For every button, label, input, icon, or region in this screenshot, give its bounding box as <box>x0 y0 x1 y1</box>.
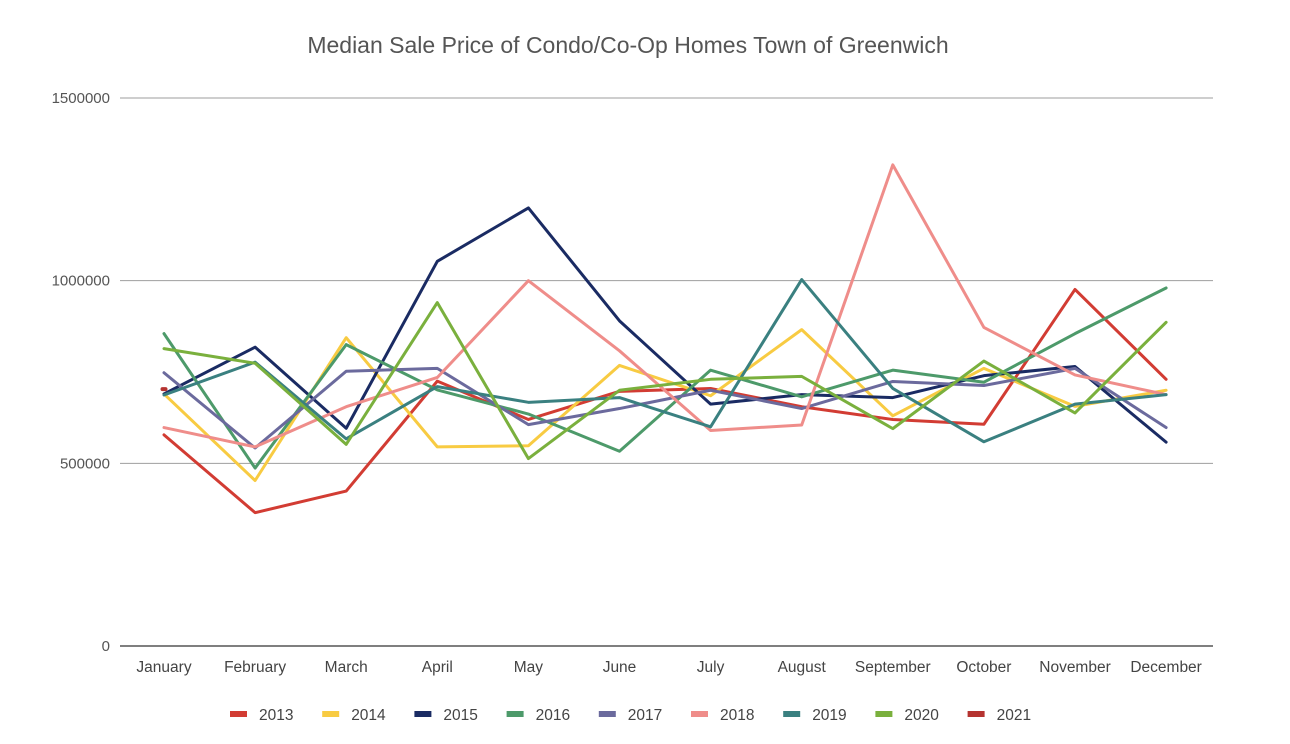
legend-label-2019: 2019 <box>812 707 846 724</box>
series-line-2018 <box>162 163 1168 449</box>
legend-swatch-2014 <box>322 711 340 717</box>
legend-swatch-2019 <box>783 711 801 717</box>
x-tick-label: October <box>956 659 1011 676</box>
gridlines <box>120 97 1213 647</box>
legend-label-2013: 2013 <box>259 707 293 724</box>
series-line-2020 <box>162 301 1168 461</box>
legend: 2013 2014 2015 2016 2017 2018 2019 2020 2021 <box>230 707 1031 724</box>
x-tick-label: November <box>1039 659 1111 676</box>
legend-label-2021: 2021 <box>997 707 1031 724</box>
x-tick-label: April <box>422 659 453 676</box>
legend-swatch-2020 <box>875 711 893 717</box>
legend-swatch-2016 <box>506 711 524 717</box>
x-tick-label: September <box>855 659 931 676</box>
legend-swatch-2015 <box>414 711 432 717</box>
series-line-2017 <box>162 366 1168 450</box>
y-tick-label: 0 <box>102 638 110 655</box>
x-tick-label: July <box>697 659 725 676</box>
x-tick-label: February <box>224 659 286 676</box>
legend-swatch-2017 <box>598 711 616 717</box>
legend-swatch-2021 <box>967 711 985 717</box>
series-line-2019 <box>162 278 1168 444</box>
legend-label-2017: 2017 <box>628 707 662 724</box>
x-tick-label: January <box>136 659 191 676</box>
legend-swatch-2018 <box>691 711 708 717</box>
x-axis-ticks: January February March April May June July Augu… <box>136 659 1201 676</box>
legend-label-2016: 2016 <box>536 707 570 724</box>
legend-swatch-2013 <box>230 711 247 717</box>
y-axis-ticks: 0 500000 1000000 1500000 <box>52 90 110 655</box>
x-tick-label: December <box>1130 659 1202 676</box>
chart-title: Median Sale Price of Condo/Co-Op Homes T… <box>307 32 948 58</box>
x-tick-label: May <box>514 659 544 676</box>
x-tick-label: June <box>603 659 637 676</box>
x-tick-label: March <box>325 659 368 676</box>
legend-label-2020: 2020 <box>904 707 939 724</box>
series-line-2014 <box>162 328 1168 483</box>
series-line-2015 <box>162 206 1168 444</box>
legend-label-2018: 2018 <box>720 707 754 724</box>
y-tick-label: 500000 <box>60 455 110 472</box>
legend-label-2015: 2015 <box>443 707 477 724</box>
x-tick-label: August <box>778 659 827 676</box>
legend-label-2014: 2014 <box>351 707 386 724</box>
series-lines <box>160 163 1168 515</box>
y-tick-label: 1000000 <box>52 273 110 290</box>
y-tick-label: 1500000 <box>52 90 110 107</box>
